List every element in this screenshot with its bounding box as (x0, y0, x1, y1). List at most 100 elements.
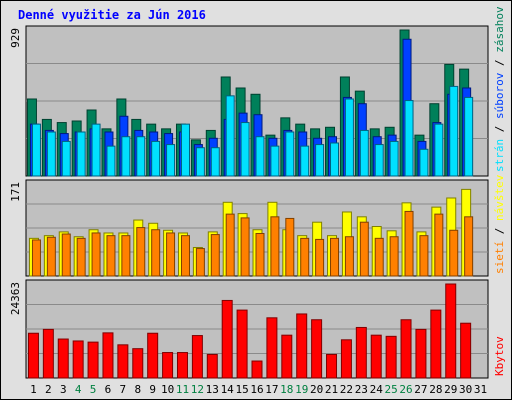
legend-suborov: súborov (493, 72, 506, 119)
bar-sieti-22 (344, 236, 354, 277)
bar-stran-21 (330, 142, 340, 177)
x-tick-label-3: 3 (60, 383, 67, 396)
x-tick-label-11: 11 (176, 383, 189, 396)
bar-sieti-19 (300, 237, 310, 277)
legend-separator: / (493, 119, 506, 139)
legend-panel-2: sietí / návštev (493, 174, 506, 274)
bar-sieti-18 (285, 217, 295, 277)
x-tick-label-8: 8 (134, 383, 141, 396)
x-tick-label-30: 30 (459, 383, 472, 396)
bar-kbytov-8 (132, 348, 144, 379)
bar-sieti-10 (166, 232, 176, 277)
bar-stran-29 (449, 85, 459, 177)
bar-stran-24 (374, 144, 384, 177)
bar-sieti-15 (240, 217, 250, 277)
x-tick-label-18: 18 (280, 383, 293, 396)
bar-kbytov-7 (117, 344, 129, 379)
bar-stran-23 (359, 129, 369, 177)
ymax-label-1: 929 (9, 28, 22, 48)
x-tick-label-12: 12 (191, 383, 204, 396)
x-tick-label-24: 24 (370, 383, 384, 396)
bar-sieti-16 (255, 232, 265, 277)
x-tick-label-20: 20 (310, 383, 323, 396)
legend-stran: strán (493, 139, 506, 172)
x-tick-label-4: 4 (75, 383, 82, 396)
bar-stran-1 (31, 123, 41, 177)
legend-panel-1: strán / súborov / zásahov (493, 6, 506, 172)
x-tick-label-19: 19 (295, 383, 308, 396)
bar-sieti-30 (464, 216, 474, 277)
ymax-label-3: 24363 (9, 282, 22, 315)
bar-sieti-23 (359, 221, 369, 277)
x-tick-label-26: 26 (399, 383, 412, 396)
bar-kbytov-27 (415, 328, 427, 379)
x-tick-label-10: 10 (161, 383, 174, 396)
bar-sieti-12 (195, 248, 205, 277)
bar-sieti-11 (180, 235, 190, 277)
x-tick-label-31: 31 (474, 383, 487, 396)
x-tick-label-13: 13 (206, 383, 219, 396)
bar-stran-3 (61, 140, 71, 177)
bar-kbytov-3 (57, 338, 69, 379)
bar-kbytov-26 (400, 319, 412, 379)
bar-stran-18 (285, 131, 295, 177)
bar-kbytov-15 (236, 309, 248, 379)
legend-kbytov: Kbytov (493, 336, 506, 376)
bar-stran-8 (136, 136, 146, 177)
x-tick-label-23: 23 (355, 383, 368, 396)
legend-sieti: sietí (493, 241, 506, 274)
bar-stran-7 (121, 136, 131, 177)
bar-stran-17 (270, 145, 280, 177)
bar-stran-25 (389, 140, 399, 177)
x-tick-label-29: 29 (444, 383, 457, 396)
bar-sieti-2 (46, 236, 56, 277)
bar-sieti-3 (61, 233, 71, 277)
bar-kbytov-19 (296, 313, 308, 379)
bar-kbytov-14 (221, 299, 233, 379)
bar-stran-6 (106, 145, 116, 177)
x-tick-label-2: 2 (45, 383, 52, 396)
bar-sieti-7 (121, 235, 131, 277)
bar-kbytov-16 (251, 360, 263, 379)
bar-kbytov-1 (27, 332, 39, 379)
bar-kbytov-28 (430, 309, 442, 379)
bar-kbytov-23 (355, 326, 367, 379)
bar-kbytov-17 (266, 317, 278, 379)
bar-stran-20 (315, 144, 325, 177)
bar-kbytov-30 (460, 322, 472, 379)
bar-kbytov-12 (191, 335, 203, 379)
bar-sieti-1 (31, 239, 41, 277)
bar-kbytov-6 (102, 332, 114, 379)
legend-separator: / (493, 221, 506, 241)
x-tick-label-6: 6 (105, 383, 112, 396)
bar-kbytov-2 (42, 328, 54, 379)
x-tick-label-22: 22 (340, 383, 353, 396)
ymax-label-2: 171 (9, 182, 22, 202)
legend-panel-3: Kbytov (493, 336, 506, 376)
legend-separator: / (493, 53, 506, 73)
bar-kbytov-13 (206, 353, 218, 379)
bar-stran-2 (46, 131, 56, 177)
x-tick-label-7: 7 (120, 383, 127, 396)
x-tick-label-27: 27 (414, 383, 427, 396)
bar-sieti-9 (151, 229, 161, 277)
bar-sieti-21 (330, 237, 340, 277)
bar-stran-19 (300, 145, 310, 177)
bar-stran-9 (151, 140, 161, 177)
bar-sieti-8 (136, 227, 146, 277)
bar-stran-22 (344, 98, 354, 177)
bar-kbytov-29 (445, 283, 457, 379)
legend-zasahov: zásahov (493, 6, 506, 53)
bar-sieti-20 (315, 238, 325, 277)
bar-sieti-13 (210, 234, 220, 277)
bar-kbytov-9 (147, 332, 159, 379)
x-tick-label-28: 28 (429, 383, 442, 396)
bar-sieti-29 (449, 229, 459, 277)
bar-sieti-28 (434, 213, 444, 277)
bar-stran-16 (255, 136, 265, 177)
bar-kbytov-11 (176, 352, 188, 379)
bar-sieti-25 (389, 236, 399, 277)
x-tick-label-9: 9 (149, 383, 156, 396)
bar-sieti-4 (76, 237, 86, 277)
